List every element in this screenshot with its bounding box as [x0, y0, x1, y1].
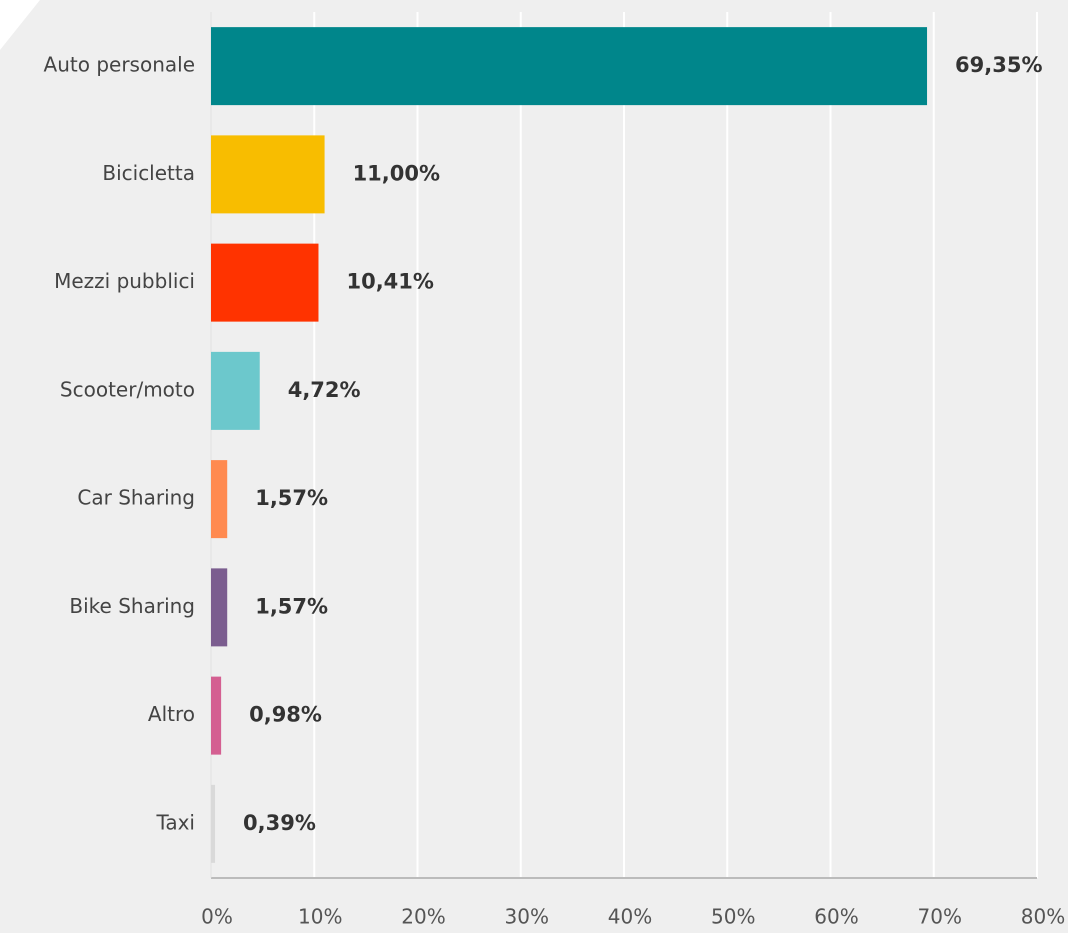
y-tick-label: Scooter/moto	[60, 377, 195, 401]
y-tick-label: Taxi	[155, 810, 195, 834]
x-tick-label: 10%	[298, 905, 342, 929]
y-tick-label: Car Sharing	[77, 486, 195, 510]
bar	[211, 676, 222, 755]
x-tick-label: 20%	[401, 905, 445, 929]
value-label: 69,35%	[955, 53, 1042, 77]
x-tick-label: 80%	[1021, 905, 1065, 929]
bar	[211, 784, 216, 863]
x-tick-label: 60%	[814, 905, 858, 929]
x-tick-label: 30%	[505, 905, 549, 929]
corner	[0, 0, 40, 50]
value-label: 4,72%	[288, 378, 361, 402]
bar	[211, 351, 260, 430]
x-tick-label: 40%	[608, 905, 652, 929]
bar	[211, 568, 228, 647]
y-tick-label: Altro	[148, 702, 195, 726]
y-tick-label: Mezzi pubblici	[54, 269, 195, 293]
value-label: 0,39%	[243, 811, 316, 835]
x-tick-label: 70%	[918, 905, 962, 929]
value-label: 1,57%	[255, 594, 328, 618]
y-tick-label: Auto personale	[44, 53, 195, 77]
bar	[211, 460, 228, 539]
value-label: 1,57%	[255, 486, 328, 510]
y-tick-label: Bicicletta	[102, 161, 195, 185]
x-tick-label: 0%	[201, 905, 233, 929]
value-label: 11,00%	[353, 161, 440, 185]
bar	[211, 135, 325, 214]
x-tick-label: 50%	[711, 905, 755, 929]
bar	[211, 243, 319, 322]
value-label: 0,98%	[249, 703, 322, 727]
bar	[211, 27, 928, 106]
y-tick-label: Bike Sharing	[69, 594, 195, 618]
value-label: 10,41%	[346, 270, 433, 294]
